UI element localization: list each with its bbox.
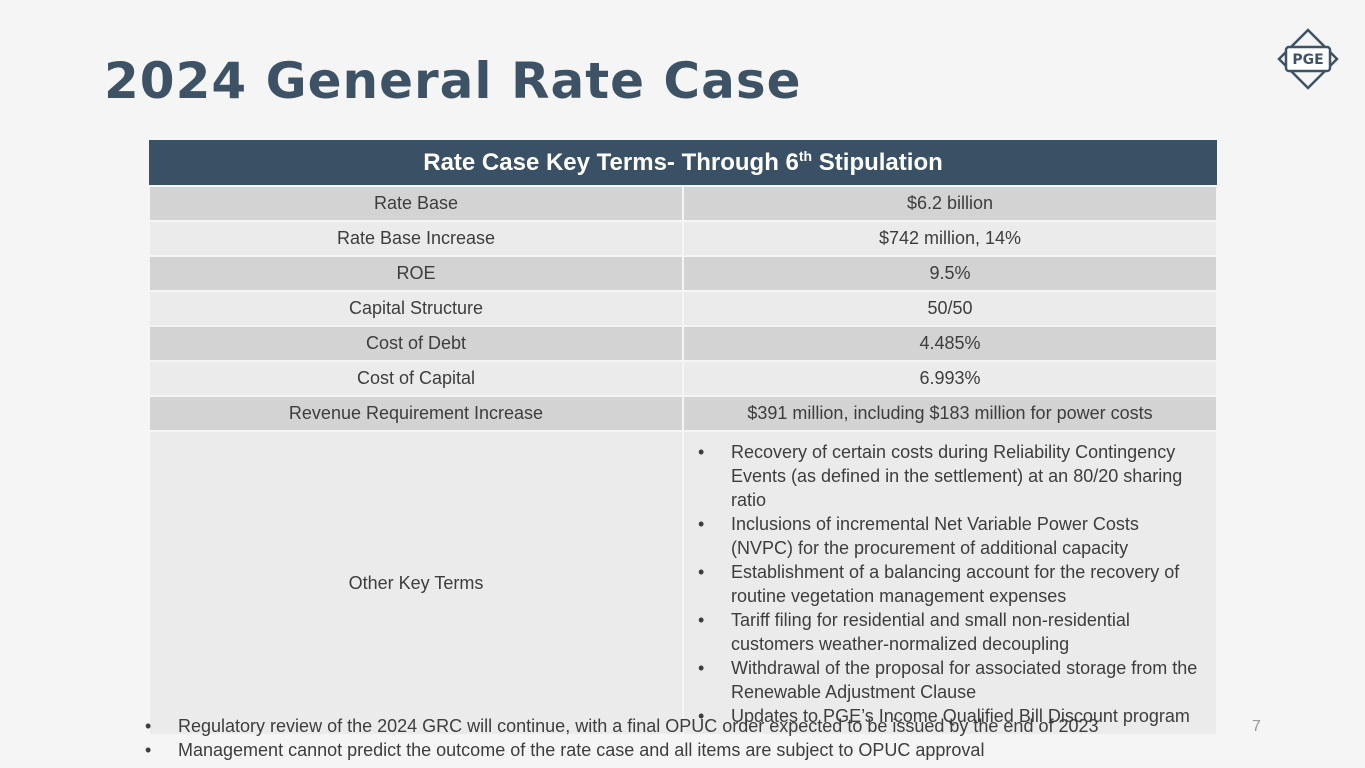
other-terms-cell: Recovery of certain costs during Reliabi… bbox=[682, 430, 1218, 736]
logo-diamond-icon bbox=[1277, 28, 1339, 90]
table-row: Rate Base $6.2 billion bbox=[148, 185, 1218, 222]
table-header: Rate Case Key Terms- Through 6th Stipula… bbox=[149, 140, 1217, 186]
row-label: Capital Structure bbox=[148, 290, 684, 327]
list-item: Recovery of certain costs during Reliabi… bbox=[696, 440, 1202, 512]
row-value: 9.5% bbox=[682, 255, 1218, 292]
table-row: Cost of Capital 6.993% bbox=[148, 360, 1218, 397]
row-value: 4.485% bbox=[682, 325, 1218, 362]
list-item: Withdrawal of the proposal for associate… bbox=[696, 656, 1202, 704]
table-row: ROE 9.5% bbox=[148, 255, 1218, 292]
row-value: 6.993% bbox=[682, 360, 1218, 397]
row-label: Revenue Requirement Increase bbox=[148, 395, 684, 432]
table-header-suffix: Stipulation bbox=[812, 149, 943, 176]
row-value: $6.2 billion bbox=[682, 185, 1218, 222]
row-label: Rate Base Increase bbox=[148, 220, 684, 257]
row-label: Other Key Terms bbox=[148, 430, 684, 736]
table-row: Capital Structure 50/50 bbox=[148, 290, 1218, 327]
list-item: Regulatory review of the 2024 GRC will c… bbox=[144, 714, 1234, 738]
row-label: ROE bbox=[148, 255, 684, 292]
other-terms-list: Recovery of certain costs during Reliabi… bbox=[688, 432, 1212, 734]
list-item: Inclusions of incremental Net Variable P… bbox=[696, 512, 1202, 560]
pge-logo: PGE bbox=[1277, 28, 1339, 90]
row-label: Cost of Capital bbox=[148, 360, 684, 397]
page-title: 2024 General Rate Case bbox=[104, 52, 802, 110]
table-row-other-terms: Other Key Terms Recovery of certain cost… bbox=[148, 430, 1218, 736]
row-label: Rate Base bbox=[148, 185, 684, 222]
logo-text: PGE bbox=[1292, 52, 1323, 68]
list-item: Management cannot predict the outcome of… bbox=[144, 738, 1234, 762]
key-terms-table: Rate Case Key Terms- Through 6th Stipula… bbox=[148, 140, 1218, 736]
page-number: 7 bbox=[1252, 718, 1261, 735]
table-header-sup: th bbox=[798, 148, 813, 164]
list-item: Establishment of a balancing account for… bbox=[696, 560, 1202, 608]
row-value: $742 million, 14% bbox=[682, 220, 1218, 257]
row-value: 50/50 bbox=[682, 290, 1218, 327]
table-header-text: Rate Case Key Terms- Through 6 bbox=[423, 149, 799, 176]
table-row: Rate Base Increase $742 million, 14% bbox=[148, 220, 1218, 257]
table-row: Cost of Debt 4.485% bbox=[148, 325, 1218, 362]
footnotes-list: Regulatory review of the 2024 GRC will c… bbox=[144, 714, 1234, 762]
row-label: Cost of Debt bbox=[148, 325, 684, 362]
row-value: $391 million, including $183 million for… bbox=[682, 395, 1218, 432]
table-row: Revenue Requirement Increase $391 millio… bbox=[148, 395, 1218, 432]
list-item: Tariff filing for residential and small … bbox=[696, 608, 1202, 656]
